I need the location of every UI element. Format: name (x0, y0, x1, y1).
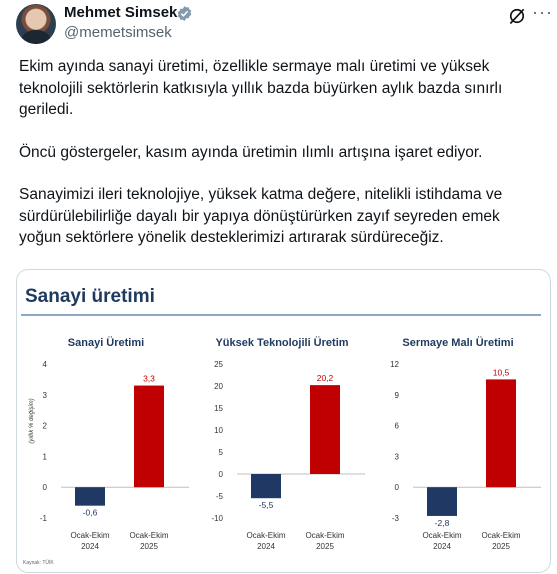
y-tick-label: 15 (214, 404, 223, 413)
category-label: 2025 (140, 542, 158, 551)
chart-title: Yüksek Teknolojili Üretim (215, 336, 348, 349)
more-icon[interactable]: ··· (532, 2, 553, 22)
y-tick-label: 3 (395, 452, 400, 461)
y-tick-label: 9 (395, 391, 400, 400)
y-tick-label: 0 (43, 483, 48, 492)
category-label: 2024 (433, 542, 451, 551)
author-name[interactable]: Mehmet Simsek (64, 4, 178, 21)
title-divider (21, 314, 541, 316)
y-tick-label: 0 (395, 483, 400, 492)
bar-2024 (251, 474, 281, 499)
author-avatar[interactable] (16, 4, 56, 44)
data-label: 20,2 (317, 373, 334, 383)
y-axis-label: (yıllık % değişim) (29, 398, 35, 443)
author-handle[interactable]: @memetsimsek (64, 24, 172, 41)
y-tick-label: -3 (392, 514, 400, 523)
tweet-header: Mehmet Simsek @memetsimsek ··· (0, 0, 557, 48)
category-label: Ocak-Ekim (422, 531, 461, 540)
data-label: 10,5 (493, 367, 510, 377)
category-label: Ocak-Ekim (481, 531, 520, 540)
category-label: 2024 (257, 542, 275, 551)
source-note: Kaynak: TÜİK (23, 560, 54, 566)
chart-title: Sanayi Üretimi (68, 336, 144, 349)
data-label: -0,6 (83, 508, 98, 518)
y-tick-label: 5 (219, 448, 224, 457)
grok-icon[interactable] (507, 6, 527, 26)
category-label: 2024 (81, 542, 99, 551)
data-label: -5,5 (259, 500, 274, 510)
verified-badge-icon (177, 6, 192, 21)
y-tick-label: 6 (395, 422, 400, 431)
data-label: 3,3 (143, 374, 155, 384)
tweet-paragraph: Öncü göstergeler, kasım ayında üretimin … (19, 143, 483, 161)
y-tick-label: -10 (211, 514, 223, 523)
y-tick-label: -5 (216, 492, 224, 501)
category-label: 2025 (316, 542, 334, 551)
chart-sermaye-mali-uretimi: Sermaye Malı Üretimi -3 0 3 6 9 12 -2,8 Ocak-Eki… (390, 336, 541, 551)
y-tick-label: 10 (214, 426, 223, 435)
bar-2024 (427, 487, 457, 516)
category-label: Ocak-Ekim (305, 531, 344, 540)
category-label: Ocak-Ekim (129, 531, 168, 540)
chart-yuksek-teknolojili-uretim: Yüksek Teknolojili Üretim-10-50510152025… (211, 336, 365, 551)
tweet-paragraph: Ekim ayında sanayi üretimi, özellikle se… (19, 58, 503, 118)
y-tick-label: 20 (214, 382, 223, 391)
category-label: 2025 (492, 542, 510, 551)
y-tick-label: 1 (43, 452, 48, 461)
category-label: Ocak-Ekim (70, 531, 109, 540)
chart-title: Sermaye Malı Üretimi (402, 336, 513, 349)
bar-2025 (486, 379, 516, 488)
bar-2025 (310, 385, 340, 474)
media-card[interactable]: Sanayi üretimi Sanayi Üretimi -1 0 1 2 3 4 (yıl… (16, 269, 551, 573)
y-tick-label: 0 (219, 470, 224, 479)
y-tick-label: -1 (40, 514, 48, 523)
bar-2025 (134, 385, 164, 488)
y-tick-label: 12 (390, 360, 399, 369)
y-tick-label: 3 (43, 391, 48, 400)
y-tick-label: 25 (214, 360, 223, 369)
tweet-paragraph: Sanayimizi ileri teknolojiye, yüksek kat… (19, 186, 503, 246)
category-label: Ocak-Ekim (246, 531, 285, 540)
y-tick-label: 2 (43, 422, 48, 431)
y-tick-label: 4 (43, 360, 48, 369)
chart-sanayi-uretimi: Sanayi Üretimi -1 0 1 2 3 4 (yıllık % değişim) -… (29, 336, 189, 551)
data-label: -2,8 (435, 518, 450, 528)
tweet-text: Ekim ayında sanayi üretimi, özellikle se… (19, 56, 539, 270)
bar-2024 (75, 487, 105, 506)
card-title: Sanayi üretimi (25, 286, 155, 307)
